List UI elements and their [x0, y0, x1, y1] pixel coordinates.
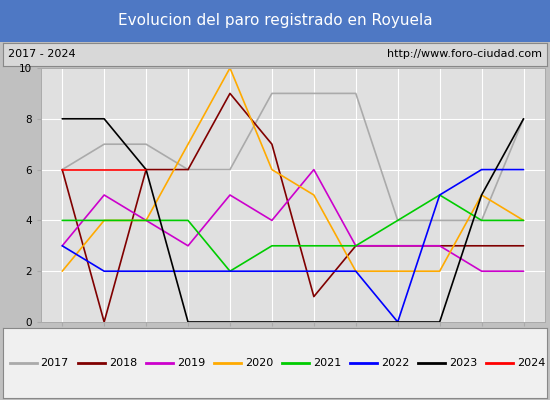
Text: 2022: 2022	[381, 358, 409, 368]
Text: Evolucion del paro registrado en Royuela: Evolucion del paro registrado en Royuela	[118, 14, 432, 28]
Text: 2021: 2021	[313, 358, 341, 368]
Text: 2024: 2024	[517, 358, 546, 368]
Text: 2020: 2020	[245, 358, 273, 368]
Text: 2017: 2017	[41, 358, 69, 368]
Text: 2023: 2023	[449, 358, 477, 368]
Text: 2017 - 2024: 2017 - 2024	[8, 49, 76, 59]
Text: 2019: 2019	[177, 358, 205, 368]
Text: http://www.foro-ciudad.com: http://www.foro-ciudad.com	[387, 49, 542, 59]
Text: 2018: 2018	[109, 358, 137, 368]
